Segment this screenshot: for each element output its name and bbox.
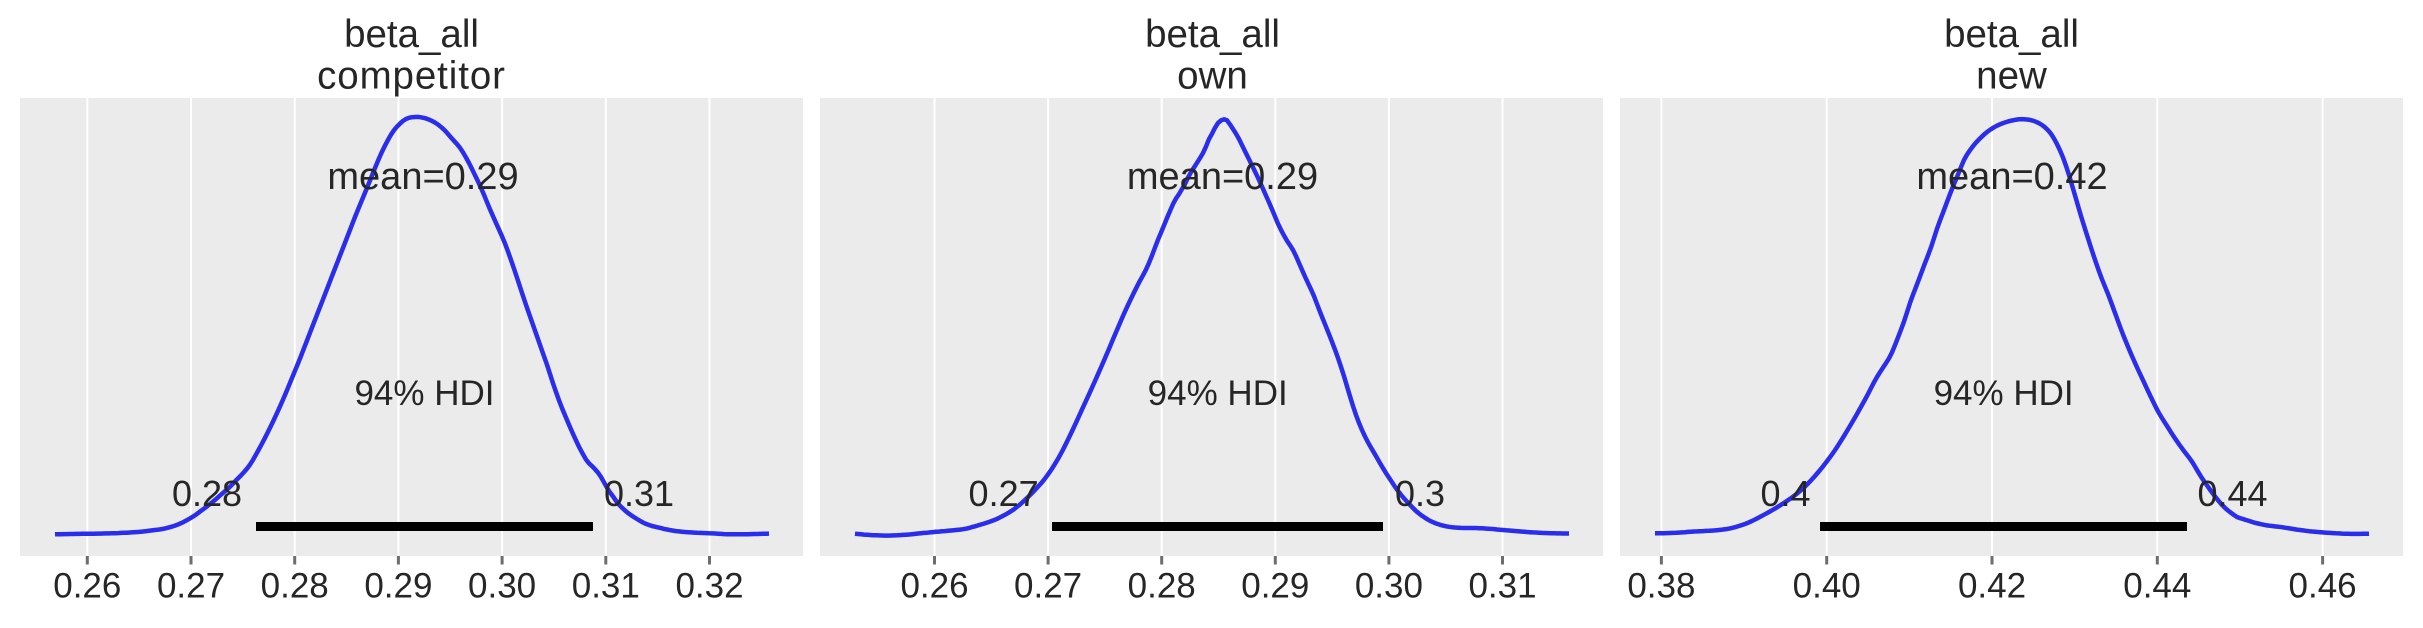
svg-text:0.27: 0.27 <box>157 567 225 606</box>
svg-text:0.29: 0.29 <box>364 567 432 606</box>
svg-text:competitor: competitor <box>317 55 506 98</box>
svg-text:94% HDI: 94% HDI <box>1934 374 2074 413</box>
svg-text:0.28: 0.28 <box>1128 567 1196 606</box>
svg-text:own: own <box>1177 55 1248 98</box>
svg-text:0.29: 0.29 <box>1241 567 1309 606</box>
svg-text:0.31: 0.31 <box>572 567 640 606</box>
svg-text:0.30: 0.30 <box>1355 567 1423 606</box>
svg-text:0.26: 0.26 <box>900 567 968 606</box>
svg-text:0.46: 0.46 <box>2289 567 2357 606</box>
svg-text:mean=0.29: mean=0.29 <box>1127 156 1318 198</box>
svg-text:0.32: 0.32 <box>675 567 743 606</box>
svg-text:beta_all: beta_all <box>1944 13 2079 56</box>
svg-text:beta_all: beta_all <box>1145 13 1280 56</box>
svg-text:0.31: 0.31 <box>604 473 674 514</box>
svg-text:0.28: 0.28 <box>261 567 329 606</box>
svg-text:0.31: 0.31 <box>1468 567 1536 606</box>
svg-text:beta_all: beta_all <box>344 13 479 56</box>
svg-text:0.30: 0.30 <box>468 567 536 606</box>
svg-text:0.27: 0.27 <box>969 473 1039 514</box>
svg-text:0.3: 0.3 <box>1395 473 1445 514</box>
svg-text:0.4: 0.4 <box>1760 473 1810 514</box>
svg-text:0.28: 0.28 <box>172 473 242 514</box>
svg-text:94% HDI: 94% HDI <box>354 374 494 413</box>
svg-text:0.40: 0.40 <box>1793 567 1861 606</box>
svg-text:mean=0.29: mean=0.29 <box>327 156 518 198</box>
svg-text:0.27: 0.27 <box>1014 567 1082 606</box>
svg-text:0.44: 0.44 <box>2197 473 2267 514</box>
svg-text:0.26: 0.26 <box>53 567 121 606</box>
svg-text:0.38: 0.38 <box>1627 567 1695 606</box>
svg-text:new: new <box>1976 55 2047 98</box>
svg-text:0.44: 0.44 <box>2123 567 2191 606</box>
svg-text:94% HDI: 94% HDI <box>1148 374 1288 413</box>
svg-text:mean=0.42: mean=0.42 <box>1916 156 2107 198</box>
svg-text:0.42: 0.42 <box>1958 567 2026 606</box>
